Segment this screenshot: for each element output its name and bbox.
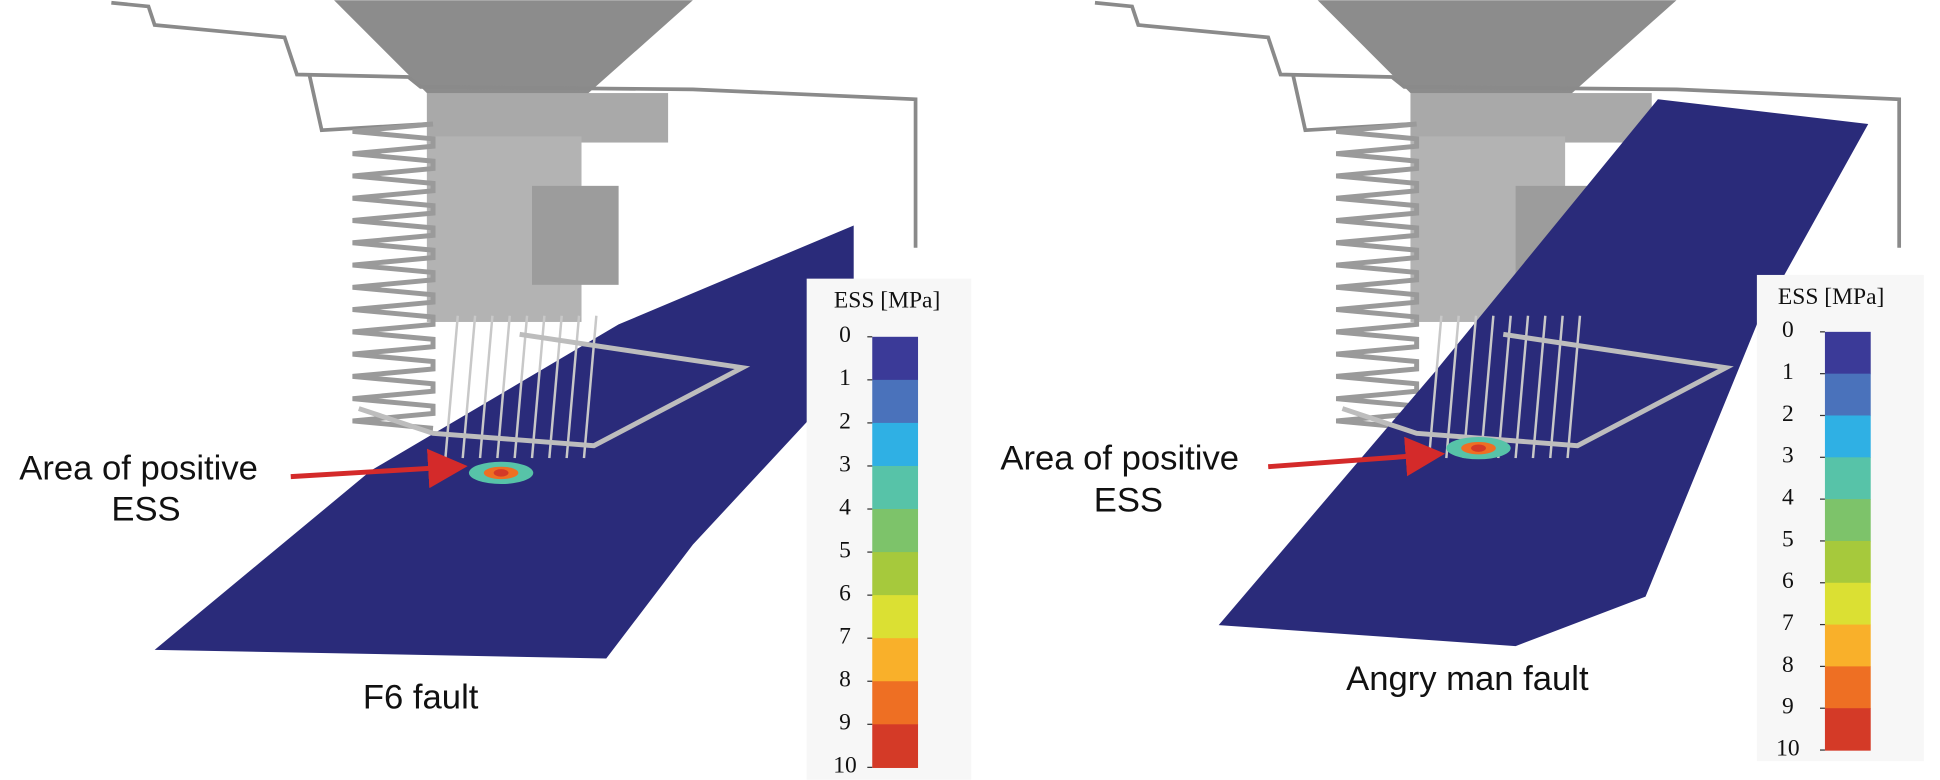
colorbar-tick-label: 10 — [833, 753, 857, 779]
colorbar-tick-label: 10 — [1776, 735, 1799, 761]
drift — [1566, 315, 1582, 459]
ore-body-top — [334, 0, 693, 100]
colorbar-tick-label: 3 — [1782, 443, 1794, 469]
caption: F6 fault — [363, 678, 479, 716]
tunnels — [307, 74, 427, 133]
annotation-text: Area of positive — [19, 450, 258, 488]
colorbar-tick-label: 0 — [1782, 317, 1794, 343]
colorbar-tick-label: 0 — [839, 322, 851, 348]
caption: Angry man fault — [1346, 660, 1589, 698]
colorbar-bin — [872, 638, 919, 682]
colorbar-bin — [872, 379, 919, 424]
colorbar-tick-label: 8 — [839, 667, 851, 693]
colorbar-bin — [1824, 624, 1871, 668]
tunnels — [111, 0, 918, 248]
colorbar-tick-label: 3 — [839, 451, 851, 477]
colorbar-title: ESS [MPa] — [834, 288, 940, 314]
annotation-text: Area of positive — [1000, 440, 1239, 478]
spiral-ramp — [352, 121, 436, 431]
fault-plane — [154, 225, 854, 659]
colorbar-bin — [1824, 582, 1871, 626]
colorbar-bin — [872, 336, 919, 381]
ess-hotspot — [493, 469, 509, 477]
level — [1341, 331, 1734, 449]
drift — [496, 315, 511, 459]
colorbar-tick-label: 5 — [839, 537, 851, 563]
drift — [1479, 315, 1495, 459]
colorbar-tick-label: 9 — [839, 710, 851, 736]
colorbar-bin — [872, 465, 919, 510]
colorbar-bin — [872, 422, 919, 467]
colorbar-bin — [1824, 499, 1871, 542]
drift — [565, 315, 581, 459]
colorbar-tick-label: 7 — [1782, 610, 1794, 636]
drift — [582, 315, 598, 459]
panel: Area of positive ESS Angry man fault ESS [M… — [1000, 0, 1924, 761]
colorbar-tick-label: 9 — [1782, 694, 1794, 720]
colorbar-bin — [872, 509, 919, 553]
colorbar-bin — [1824, 373, 1871, 417]
ess-hotspot — [1471, 444, 1486, 452]
colorbar-bin — [872, 724, 919, 768]
colorbar-bin — [1824, 331, 1871, 375]
colorbar-tick-label: 1 — [839, 365, 851, 391]
colorbar-bin — [872, 552, 919, 596]
annotation-text: ESS — [111, 490, 180, 528]
colorbar-tick-label: 6 — [1782, 568, 1794, 594]
spiral-ramp — [1335, 121, 1420, 431]
colorbar-tick-label: 7 — [839, 624, 851, 650]
colorbar-tick-label: 1 — [1782, 359, 1794, 385]
colorbar-bin — [1824, 708, 1871, 751]
colorbar-bin — [872, 595, 919, 639]
colorbar-tick-label: 8 — [1782, 652, 1794, 678]
fault-plane — [1218, 99, 1869, 647]
colorbar-tick-label: 2 — [1782, 401, 1794, 427]
level — [358, 331, 751, 449]
tunnels — [1094, 0, 1902, 248]
colorbar-bin — [1824, 666, 1871, 709]
colorbar-tick-label: 6 — [839, 581, 851, 607]
annotation-arrow — [1267, 436, 1446, 477]
drift — [1497, 315, 1512, 459]
cave-column — [426, 93, 669, 143]
cave-column — [532, 185, 619, 285]
drift — [478, 315, 494, 459]
drift — [513, 315, 529, 459]
cave-column — [1410, 93, 1652, 143]
colorbar-bin — [1824, 457, 1871, 500]
colorbar-tick-label: 5 — [1782, 526, 1794, 552]
drift — [1462, 315, 1478, 459]
tunnels — [1291, 74, 1411, 133]
colorbar-tick-label: 4 — [1782, 485, 1794, 511]
annotation-arrow — [290, 448, 468, 489]
colorbar-title: ESS [MPa] — [1778, 284, 1884, 310]
colorbar-tick-label: 2 — [839, 408, 851, 434]
drift — [1549, 315, 1564, 459]
annotation-text: ESS — [1094, 482, 1163, 520]
ore-body-top — [1317, 0, 1677, 100]
colorbar-tick-label: 4 — [839, 494, 851, 520]
colorbar-bin — [1824, 540, 1871, 584]
colorbar-bin — [1824, 415, 1871, 458]
colorbar-bin — [872, 681, 919, 725]
